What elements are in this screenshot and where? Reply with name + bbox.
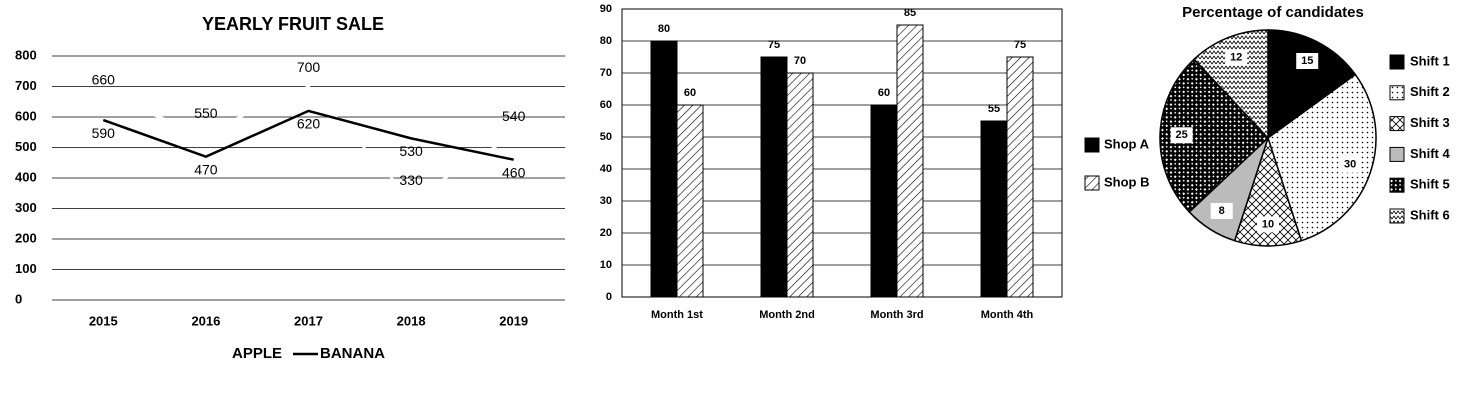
data-label: 470 xyxy=(194,161,218,177)
data-label: 85 xyxy=(904,7,916,19)
legend-label: APPLE xyxy=(232,345,282,362)
bar xyxy=(896,24,924,298)
y-tick-label: 60 xyxy=(600,99,612,111)
data-label: 700 xyxy=(297,59,321,75)
pie-slice xyxy=(1267,29,1357,140)
data-label: 540 xyxy=(502,108,526,124)
x-tick-label: Month 1st xyxy=(651,309,703,321)
data-label: 60 xyxy=(684,87,696,99)
data-label: 460 xyxy=(502,164,526,180)
bar xyxy=(786,72,814,298)
data-label: 55 xyxy=(988,103,1000,115)
legend-label: Shop A xyxy=(1104,136,1150,151)
data-label-box xyxy=(1225,49,1248,66)
x-tick-label: 2015 xyxy=(89,313,118,328)
bar xyxy=(650,40,678,298)
legend-swatch xyxy=(1389,208,1405,224)
pie-slice xyxy=(1267,73,1377,242)
data-label: 25 xyxy=(1176,129,1188,141)
data-label: 15 xyxy=(1301,55,1313,67)
y-tick-label: 200 xyxy=(15,230,37,245)
data-label: 60 xyxy=(878,87,890,99)
y-tick-label: 20 xyxy=(600,227,612,239)
legend-label: Shift 3 xyxy=(1410,115,1450,130)
data-label: 550 xyxy=(194,105,218,121)
y-tick-label: 50 xyxy=(600,131,612,143)
line-series xyxy=(102,84,515,201)
data-label: 75 xyxy=(1014,39,1026,51)
data-label: 620 xyxy=(297,116,321,132)
data-label: 660 xyxy=(92,71,116,87)
plot-frame xyxy=(621,8,1063,298)
y-tick-label: 300 xyxy=(15,200,37,215)
bar xyxy=(676,104,704,298)
y-tick-label: 80 xyxy=(600,35,612,47)
x-tick-label: Month 4th xyxy=(981,309,1034,321)
y-tick-label: 30 xyxy=(600,195,612,207)
legend-swatch xyxy=(1389,116,1405,132)
y-tick-label: 40 xyxy=(600,163,612,175)
legend-swatch xyxy=(1389,146,1405,162)
chart-title: Percentage of candidates xyxy=(1182,4,1364,21)
y-tick-label: 400 xyxy=(15,169,37,184)
legend-label: BANANA xyxy=(320,345,385,362)
y-tick-label: 600 xyxy=(15,108,37,123)
legend-swatch xyxy=(1389,85,1405,101)
y-tick-label: 90 xyxy=(600,3,612,15)
line-series xyxy=(102,109,514,161)
pie-slice xyxy=(1159,58,1270,213)
y-tick-label: 500 xyxy=(15,139,37,154)
y-tick-label: 10 xyxy=(600,259,612,271)
x-tick-label: 2017 xyxy=(294,313,323,328)
data-label-box xyxy=(1296,53,1319,70)
legend-swatch xyxy=(1389,177,1405,193)
chart-title: YEARLY FRUIT SALE xyxy=(202,14,384,34)
bar xyxy=(870,104,898,298)
data-label-box xyxy=(1257,216,1279,233)
bar xyxy=(980,120,1008,298)
x-tick-label: 2016 xyxy=(191,313,220,328)
legend-label: Shift 2 xyxy=(1410,84,1450,99)
y-tick-label: 0 xyxy=(606,291,612,303)
data-label-box xyxy=(1170,127,1193,144)
data-label: 530 xyxy=(399,143,423,159)
bar xyxy=(1006,56,1034,298)
legend-label: Shop B xyxy=(1104,174,1150,189)
data-label: 12 xyxy=(1230,52,1242,64)
x-tick-label: 2019 xyxy=(499,313,528,328)
pie-slice xyxy=(1193,29,1269,140)
y-tick-label: 70 xyxy=(600,67,612,79)
data-label: 8 xyxy=(1219,205,1225,217)
data-label: 330 xyxy=(399,172,423,188)
bar xyxy=(760,56,788,298)
y-tick-label: 800 xyxy=(15,47,37,62)
y-tick-label: 100 xyxy=(15,261,37,276)
data-label: 10 xyxy=(1262,218,1274,230)
y-tick-label: 0 xyxy=(15,291,22,306)
legend-label: Shift 6 xyxy=(1410,207,1450,222)
data-label: 75 xyxy=(768,39,780,51)
data-label: 590 xyxy=(92,125,116,141)
legend-swatch xyxy=(1389,54,1405,70)
data-label-box xyxy=(1210,202,1233,219)
x-tick-label: Month 2nd xyxy=(759,309,815,321)
y-tick-label: 700 xyxy=(15,78,37,93)
x-tick-label: Month 3rd xyxy=(870,309,923,321)
legend-swatch xyxy=(1084,175,1100,191)
x-tick-label: 2018 xyxy=(397,313,426,328)
legend-label: Shift 5 xyxy=(1410,177,1450,192)
legend-label: Shift 1 xyxy=(1410,53,1450,68)
legend-label: Shift 4 xyxy=(1410,146,1450,161)
data-label: 70 xyxy=(794,55,806,67)
legend-swatch xyxy=(1084,137,1100,153)
data-label: 30 xyxy=(1344,159,1356,171)
data-label: 80 xyxy=(658,23,670,35)
data-label-box xyxy=(1339,156,1362,173)
